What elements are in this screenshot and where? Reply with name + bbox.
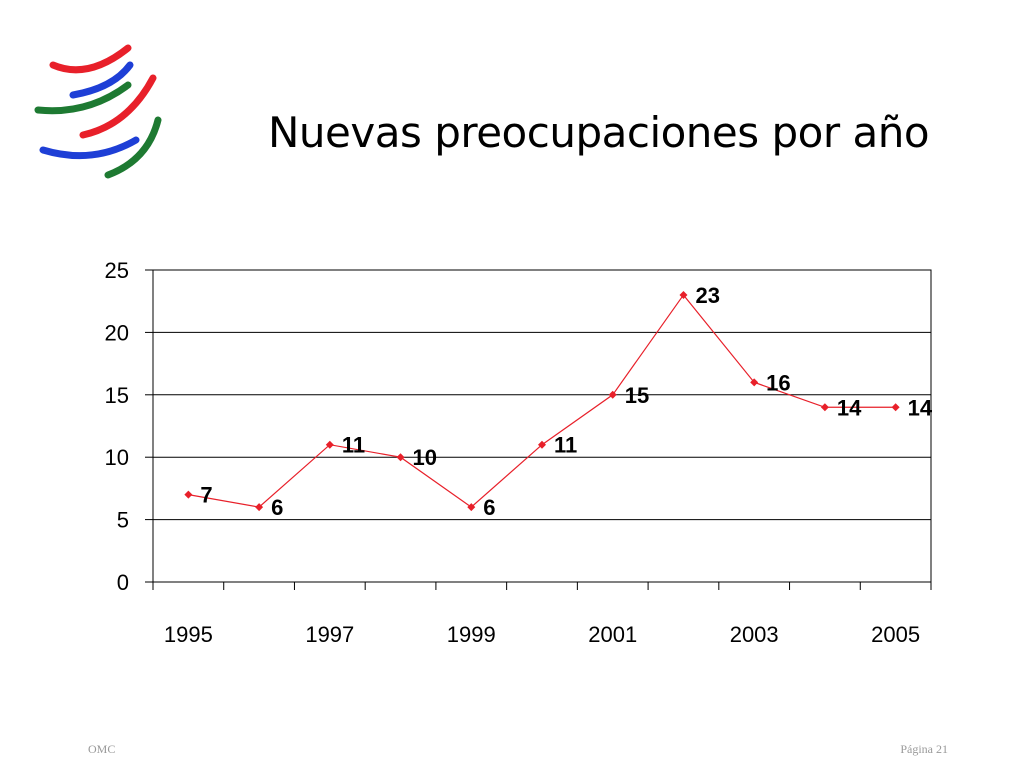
data-point [750, 378, 759, 387]
x-tick-label: 1999 [447, 622, 496, 647]
footer-page-number: Página 21 [900, 742, 948, 756]
x-tick-label: 2001 [588, 622, 637, 647]
data-point [891, 403, 900, 412]
logo-green-arc-1 [34, 81, 132, 115]
data-point [325, 440, 334, 449]
data-label: 11 [554, 433, 577, 458]
data-point [467, 503, 476, 512]
logo-red-arc-2 [79, 74, 157, 139]
data-label: 6 [483, 495, 495, 520]
data-point [255, 503, 264, 512]
x-tick-label: 2003 [730, 622, 779, 647]
y-tick-label: 20 [105, 320, 129, 345]
plot-area [152, 269, 932, 583]
data-label: 7 [200, 483, 212, 508]
logo-blue-arc-2 [39, 136, 140, 160]
y-tick-label: 15 [105, 383, 129, 408]
x-tick-label: 1997 [305, 622, 354, 647]
x-tick-label: 1995 [164, 622, 213, 647]
logo-green-arc-2 [104, 116, 162, 179]
data-label: 23 [695, 283, 719, 308]
y-tick-label: 25 [105, 258, 129, 283]
logo-red-arc-1 [49, 44, 132, 74]
data-label: 10 [413, 445, 437, 470]
data-label: 14 [908, 395, 933, 420]
data-point [184, 490, 193, 499]
data-point [820, 403, 829, 412]
y-tick-label: 5 [117, 508, 129, 533]
data-label: 16 [766, 370, 790, 395]
series-line [188, 293, 896, 508]
x-tick-label: 2005 [871, 622, 920, 647]
slide-title: Nuevas preocupaciones por año [268, 108, 930, 157]
data-label: 15 [625, 383, 649, 408]
y-tick-label: 10 [105, 445, 129, 470]
data-point [679, 290, 688, 299]
data-point [396, 453, 405, 462]
y-tick-label: 0 [117, 570, 129, 595]
data-label: 6 [271, 495, 283, 520]
wto-logo [34, 44, 162, 179]
footer-organization: OMC [88, 742, 116, 756]
logo-blue-arc-1 [69, 61, 134, 99]
data-label: 14 [837, 395, 862, 420]
data-point [538, 440, 546, 449]
data-label: 11 [342, 433, 365, 458]
data-point [608, 390, 617, 399]
